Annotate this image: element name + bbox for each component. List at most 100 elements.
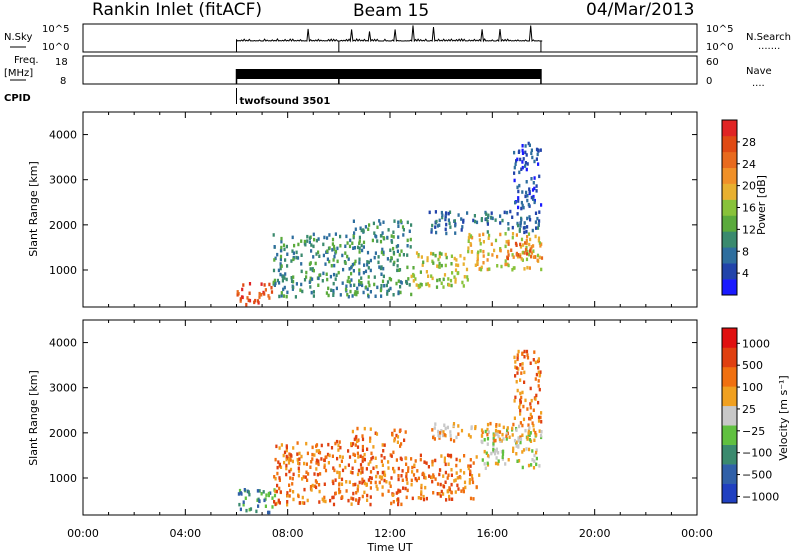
scatter-cell <box>497 429 500 434</box>
scatter-cell <box>345 480 348 484</box>
scatter-cell <box>469 435 472 439</box>
scatter-cell <box>367 275 370 279</box>
scatter-cell <box>246 296 249 300</box>
scatter-cell <box>344 287 348 292</box>
scatter-cell <box>507 227 510 231</box>
scatter-cell <box>352 452 355 457</box>
colorbar-swatch <box>722 151 737 169</box>
scatter-cell <box>516 185 519 190</box>
scatter-cell <box>303 239 306 244</box>
scatter-cell <box>540 411 543 415</box>
scatter-cell <box>446 453 450 457</box>
scatter-cell <box>351 471 354 475</box>
scatter-cell <box>532 423 535 428</box>
scatter-cell <box>519 391 522 396</box>
scatter-cell <box>486 222 489 226</box>
scatter-cell <box>395 491 398 495</box>
scatter-cell <box>438 261 441 266</box>
scatter-cell <box>286 264 289 268</box>
y-tick-label: 3000 <box>49 174 77 187</box>
scatter-cell <box>475 220 479 225</box>
scatter-cell <box>369 486 372 490</box>
scatter-cell <box>502 449 505 454</box>
scatter-cell <box>454 280 457 284</box>
scatter-cell <box>281 275 284 279</box>
scatter-cell <box>395 433 398 438</box>
velocity-colorbar-label: Velocity [m s⁻¹] <box>777 375 790 460</box>
scatter-cell <box>286 503 289 507</box>
scatter-cell <box>466 278 469 282</box>
scatter-cell <box>347 257 350 261</box>
scatter-cell <box>423 475 426 480</box>
scatter-cell <box>517 196 520 200</box>
scatter-cell <box>500 264 503 269</box>
scatter-cell <box>242 503 245 507</box>
scatter-cell <box>480 265 483 270</box>
scatter-cell <box>462 284 465 288</box>
scatter-cell <box>442 430 445 434</box>
scatter-cell <box>289 458 292 462</box>
scatter-cell <box>390 476 393 480</box>
scatter-cell <box>300 262 303 266</box>
scatter-cell <box>273 493 277 498</box>
scatter-cell <box>410 274 413 279</box>
scatter-cell <box>501 218 504 223</box>
scatter-cell <box>306 451 309 456</box>
y-tick-label: 4000 <box>49 129 77 142</box>
time-tick-label: 00:00 <box>67 527 99 540</box>
scatter-cell <box>539 433 543 438</box>
scatter-cell <box>511 225 514 230</box>
scatter-cell <box>530 251 534 255</box>
scatter-cell <box>380 459 383 464</box>
scatter-cell <box>459 475 462 480</box>
scatter-cell <box>522 205 525 210</box>
scatter-cell <box>291 482 294 486</box>
scatter-cell <box>292 251 295 255</box>
scatter-cell <box>517 367 520 371</box>
sky-noise-trace <box>236 25 543 52</box>
scatter-cell <box>444 217 447 222</box>
scatter-cell <box>344 244 347 248</box>
scatter-cell <box>374 431 377 435</box>
scatter-cell <box>442 285 445 289</box>
scatter-cell <box>533 438 536 442</box>
scatter-cell <box>417 285 420 290</box>
scatter-cell <box>292 490 295 494</box>
time-tick-label: 16:00 <box>476 527 508 540</box>
scatter-cell <box>393 437 396 441</box>
scatter-cell <box>374 251 377 255</box>
scatter-cell <box>507 242 510 246</box>
freq-left-tick-bottom: 8 <box>60 76 66 87</box>
power-panel: 1000 2000 3000 4000 Slant Range [km] 4 8 12 16… <box>27 111 768 308</box>
scatter-cell <box>458 458 461 463</box>
scatter-cell <box>370 457 373 461</box>
scatter-cell <box>283 276 286 280</box>
scatter-cell <box>526 235 529 239</box>
scatter-cell <box>280 236 283 241</box>
scatter-cell <box>521 450 524 454</box>
scatter-cell <box>435 230 438 235</box>
scatter-cell <box>413 463 416 467</box>
scatter-cell <box>289 488 292 493</box>
scatter-cell <box>489 421 492 426</box>
scatter-cell <box>331 237 335 242</box>
scatter-cell <box>352 234 355 238</box>
scatter-cell <box>398 429 401 434</box>
scatter-cell <box>338 483 341 487</box>
colorbar-swatch <box>722 183 737 200</box>
scatter-cell <box>286 500 289 504</box>
scatter-cell <box>442 474 445 478</box>
scatter-cell <box>308 236 311 240</box>
scatter-cell <box>313 453 316 457</box>
scatter-cell <box>285 445 288 450</box>
freq-right-tick-top: 60 <box>706 57 719 68</box>
scatter-cell <box>491 253 494 257</box>
scatter-cell <box>333 247 336 251</box>
scatter-cell <box>296 441 299 445</box>
scatter-cell <box>349 470 353 474</box>
scatter-cell <box>274 281 277 286</box>
scatter-cell <box>470 425 473 429</box>
scatter-cell <box>449 278 453 283</box>
scatter-cell <box>304 475 307 479</box>
scatter-cell <box>478 238 481 242</box>
